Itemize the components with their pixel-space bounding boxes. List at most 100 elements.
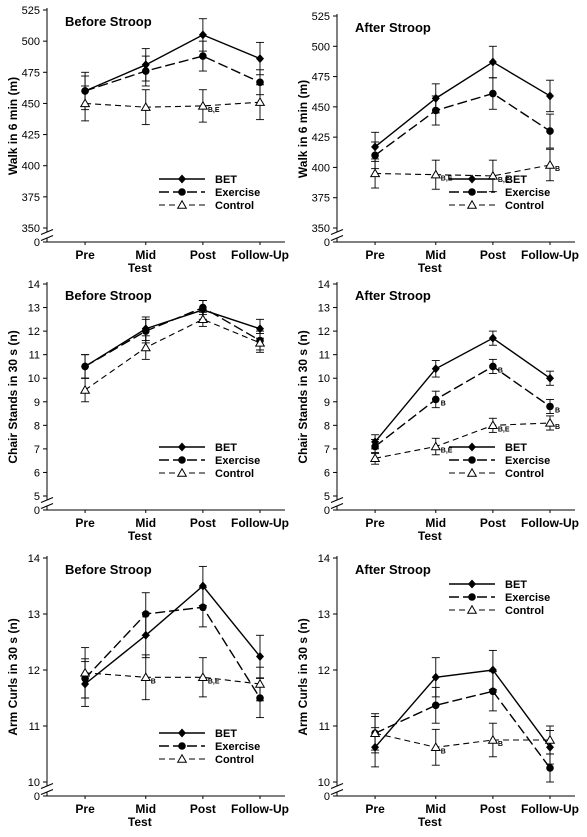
legend-marker-control [176,753,188,763]
legend-label: BET [215,728,237,740]
series-line-control [85,101,261,108]
x-tick-label: Pre [75,248,95,262]
x-tick-label: Follow-Up [521,802,579,816]
y-tick-label: 425 [312,132,330,144]
y-tick-label: 500 [312,41,330,53]
data-point-exercise [546,127,554,135]
significance-label: B,E [498,177,510,184]
legend-marker-exercise [468,593,476,601]
legend-marker-bet [178,728,186,738]
legend-marker-bet [468,174,476,184]
significance-label: B,E [441,448,453,455]
data-point-exercise [199,603,207,612]
data-point-bet [256,652,265,662]
data-point-control [487,420,499,430]
x-tick-label: Follow-Up [521,248,579,262]
legend-marker-bet [468,442,476,452]
data-point-exercise [256,78,264,87]
legend-label: Control [505,200,544,212]
legend-marker-exercise [468,188,476,196]
chart-panel-1: 0 350 375 400 425 450 475 500 525 Pre Mid Post Follo… [6,5,289,275]
y-tick-label: 6 [34,467,40,479]
legend-label: Exercise [215,455,260,467]
y-tick-label: 350 [312,223,330,235]
axis-break-mark [40,497,54,503]
y-axis-title: Arm Curls in 30 s (n) [296,618,310,735]
chart-panel-4: 0 5 6 7 8 9 10 11 12 13 14 Pre Mid Post Follow-Up Test C… [296,279,579,543]
y-tick-label: 11 [319,721,330,733]
x-tick-label: Mid [135,802,156,816]
legend-label: Exercise [215,741,260,753]
x-tick-label: Mid [135,516,156,530]
legend-label: Exercise [505,592,550,604]
x-tick-label: Mid [425,248,446,262]
y-tick-label: 14 [318,553,330,565]
data-point-control [369,728,381,737]
data-point-control [79,98,91,108]
data-point-control [254,96,266,106]
legend-label: BET [505,174,527,186]
x-axis-title: Test [418,529,442,543]
axis-break-mark [330,503,344,509]
data-point-exercise [546,402,554,411]
significance-label: B [555,424,560,431]
y-axis-title: Chair Stands in 30 s (n) [296,330,310,463]
y-tick-label: 9 [34,397,40,409]
legend-label: BET [215,174,237,186]
legend-label: Control [215,754,254,766]
panel-title: Before Stroop [65,14,152,29]
series-line-bet [374,669,551,748]
panel-title: After Stroop [355,20,431,35]
y-tick-label: 400 [312,162,330,174]
legend-marker-bet [178,442,186,452]
legend-marker-exercise [178,188,186,196]
data-point-control [487,734,499,744]
series-line-control [374,732,551,748]
y-tick-label: 11 [319,350,330,362]
data-point-bet [488,57,497,67]
x-axis-title: Test [128,261,152,275]
legend-label: BET [215,442,237,454]
x-tick-label: Post [480,802,506,816]
data-point-control [197,672,209,681]
data-point-control [544,417,556,427]
y-tick-label: 375 [312,193,330,205]
y-tick-label: 8 [34,420,40,432]
y-tick-label: 0 [34,505,40,517]
legend-label: Control [505,605,544,617]
legend-marker-control [466,199,478,209]
x-axis-title: Test [418,261,442,275]
axis-break-mark [40,229,54,235]
significance-label: B [441,748,446,755]
series-line-exercise [84,55,261,92]
data-point-exercise [489,362,497,371]
series-line-exercise [374,92,551,156]
y-axis-title: Arm Curls in 30 s (n) [6,618,20,735]
y-tick-label: 10 [318,373,330,385]
data-point-exercise [141,327,150,335]
series-line-control [85,672,261,685]
data-point-bet [198,30,207,40]
significance-label: B,E [498,426,510,433]
legend-marker-exercise [178,456,186,464]
series-line-control [84,318,261,391]
series-line-bet [374,61,551,148]
data-point-bet [546,373,555,383]
panel-title: Before Stroop [65,288,152,303]
x-tick-label: Pre [75,516,95,530]
data-point-bet [546,91,555,101]
y-tick-label: 8 [324,420,330,432]
chart-panel-3: 0 5 6 7 8 9 10 11 12 13 14 Pre Mid Post Follow-Up Test C… [6,279,289,543]
panel-title: Before Stroop [65,562,152,577]
y-tick-label: 350 [22,223,40,235]
data-point-control [254,678,266,688]
data-point-exercise [431,701,440,710]
x-tick-label: Post [480,516,506,530]
y-tick-label: 400 [22,161,40,173]
data-point-exercise [431,395,440,404]
significance-label: B,E [208,107,220,114]
data-point-control [79,667,91,677]
y-tick-label: 11 [29,721,40,733]
legend-label: Exercise [505,187,550,199]
data-point-control [79,384,91,394]
